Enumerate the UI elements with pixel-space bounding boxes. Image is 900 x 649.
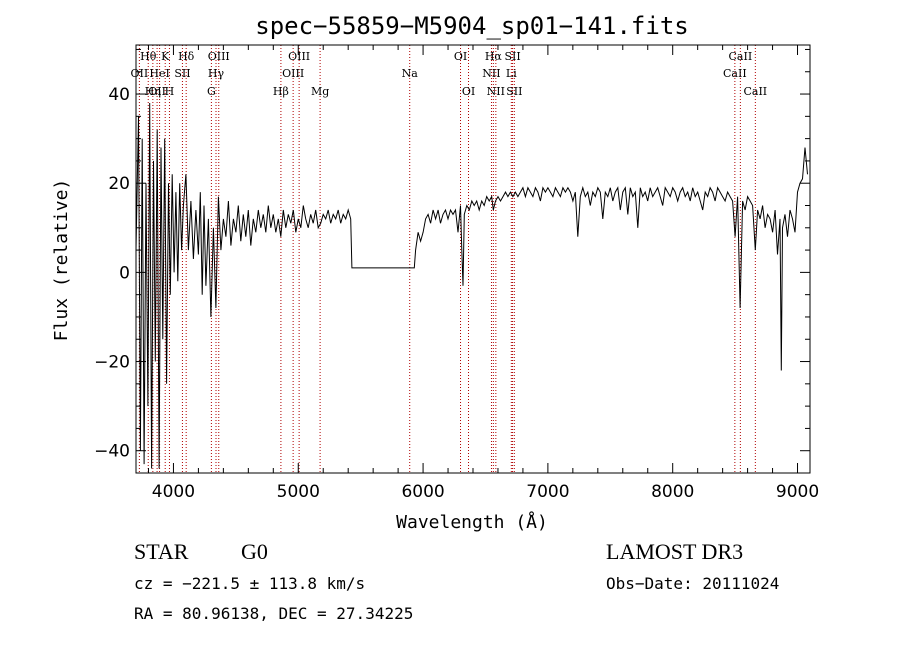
y-tick-label: −40 bbox=[94, 442, 130, 462]
spectral-line-label: OIII bbox=[282, 67, 304, 80]
spectral-line-label: NII bbox=[487, 85, 505, 98]
spectral-line-label: Hη bbox=[145, 85, 161, 98]
spectral-line-label: CaII bbox=[743, 85, 767, 98]
spectral-line-label: Hα bbox=[485, 50, 503, 63]
y-tick-label: 20 bbox=[108, 174, 130, 194]
coords-text: RA = 80.96138, DEC = 27.34225 bbox=[134, 604, 413, 623]
chart-title: spec−55859−M5904_sp01−141.fits bbox=[255, 12, 688, 40]
x-tick-label: 8000 bbox=[651, 482, 694, 502]
spectral-line-label: OIII bbox=[288, 50, 310, 63]
spectral-line-label: NII bbox=[482, 67, 500, 80]
obs-date-text: Obs−Date: 20111024 bbox=[606, 574, 779, 593]
spectral-line-label: OII bbox=[148, 85, 166, 98]
spectral-line-label: Na bbox=[402, 67, 419, 80]
y-tick-label: 40 bbox=[108, 85, 130, 105]
spectral-line-label: Hβ bbox=[273, 85, 289, 98]
spectral-line-label: Mg bbox=[311, 85, 329, 98]
object-subclass: G0 bbox=[241, 539, 268, 564]
x-tick-label: 4000 bbox=[152, 482, 195, 502]
spectral-line-label: HeI bbox=[149, 67, 169, 80]
spectral-line-label: Li bbox=[506, 67, 517, 80]
spectral-line-label: OI bbox=[454, 50, 467, 63]
spectral-line-label: H bbox=[165, 85, 175, 98]
object-class: STAR bbox=[134, 539, 189, 564]
spectral-line-label: Hγ bbox=[208, 67, 225, 80]
survey-name: LAMOST DR3 bbox=[606, 539, 743, 564]
axis-ticks: 4000 5000 6000 7000 8000 9000 −40 −20 0 20 40 bbox=[94, 45, 819, 502]
spectral-line-label: CaII bbox=[723, 67, 747, 80]
spectral-line-label: SII bbox=[506, 85, 522, 98]
spectral-line-labels: OIIHθHηOIIHeIKHSIIHδGHγOIIIHβOIIIOIIIMgN… bbox=[131, 50, 768, 98]
x-axis-label: Wavelength (Å) bbox=[396, 511, 548, 533]
spectral-line-label: Hδ bbox=[178, 50, 195, 63]
spectral-line-label: Hθ bbox=[140, 50, 157, 63]
spectral-line-label: SII bbox=[504, 50, 520, 63]
plot-frame bbox=[135, 44, 811, 474]
spectral-line-label: CaII bbox=[729, 50, 753, 63]
spectrum-line bbox=[135, 102, 808, 469]
y-tick-label: 0 bbox=[119, 263, 130, 283]
spectral-lines bbox=[138, 45, 756, 473]
y-tick-label: −20 bbox=[94, 353, 130, 373]
x-tick-label: 7000 bbox=[526, 482, 569, 502]
spectral-line-label: OII bbox=[131, 67, 149, 80]
x-tick-label: 5000 bbox=[277, 482, 320, 502]
x-tick-label: 9000 bbox=[776, 482, 819, 502]
x-tick-label: 6000 bbox=[401, 482, 444, 502]
redshift-text: cz = −221.5 ± 113.8 km/s bbox=[134, 574, 365, 593]
spectral-line-label: OI bbox=[462, 85, 475, 98]
spectral-line-label: G bbox=[207, 85, 216, 98]
spectral-line-label: K bbox=[161, 50, 170, 63]
y-axis-label: Flux (relative) bbox=[51, 179, 72, 342]
spectral-line-label: OIII bbox=[208, 50, 230, 63]
spectral-line-label: SII bbox=[174, 67, 190, 80]
